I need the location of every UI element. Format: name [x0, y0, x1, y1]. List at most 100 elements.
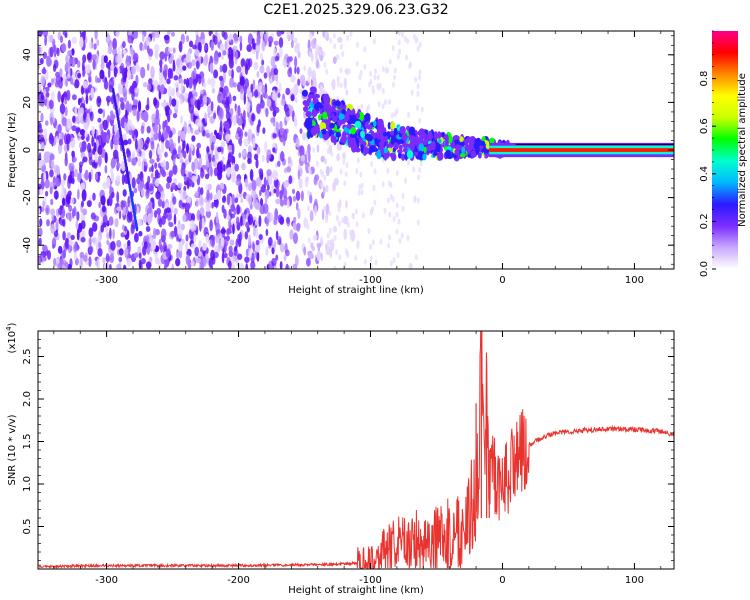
spectrogram-noise-blob — [238, 152, 242, 159]
spectrogram-signal-blob — [418, 143, 425, 153]
spectrogram-noise-blob — [137, 181, 143, 192]
spectrogram-noise-blob — [98, 241, 101, 249]
spectrogram-noise-blob — [207, 112, 211, 119]
spectrogram-noise-blob — [183, 185, 187, 192]
spectrogram-noise-blob — [229, 77, 235, 88]
spectrogram-noise-blob — [195, 257, 202, 264]
spectrogram-noise-blob — [73, 250, 77, 261]
spectrogram-noise-blob — [58, 207, 63, 216]
spectrogram-noise-blob — [293, 232, 298, 244]
spectrogram-noise-blob — [209, 62, 214, 73]
spectrogram-faint-blob — [312, 147, 316, 153]
spectrogram-noise-blob — [165, 207, 171, 214]
spectrogram-noise-blob — [117, 54, 123, 65]
spectrogram-noise-blob — [70, 77, 73, 85]
spectrogram-noise-blob — [243, 109, 246, 121]
spectrogram-noise-blob — [254, 227, 259, 238]
spectrogram-noise-blob — [59, 68, 63, 77]
spectrogram-noise-blob — [259, 52, 263, 60]
spectrogram-noise-blob — [295, 137, 300, 148]
spectrogram-signal-blob — [303, 89, 307, 97]
spectrogram-noise-blob — [207, 78, 212, 85]
spectrogram-noise-blob — [73, 243, 78, 253]
spectrogram-noise-blob — [191, 135, 196, 142]
spectrogram-noise-blob — [207, 183, 212, 191]
spectrogram-noise-blob — [178, 152, 184, 159]
spectrogram-noise-blob — [126, 148, 130, 155]
spectrogram-noise-blob — [168, 47, 173, 53]
spectrogram-noise-blob — [272, 89, 277, 101]
spectrogram-faint-blob — [349, 31, 353, 38]
spectrogram-noise-blob — [91, 136, 95, 147]
spectrogram-faint-blob — [309, 33, 313, 39]
spectrogram-faint-blob — [326, 139, 330, 146]
spectrogram-noise-blob — [97, 145, 103, 156]
x-tick-label: 0 — [499, 275, 505, 286]
spectrogram-noise-blob — [279, 261, 283, 269]
spectrogram-noise-blob — [200, 93, 203, 105]
spectrogram-noise-blob — [183, 150, 187, 159]
spectrogram-noise-blob — [174, 82, 180, 88]
spectrogram-noise-blob — [84, 65, 90, 74]
spectrogram-noise-blob — [166, 176, 172, 184]
spectrogram-faint-blob — [333, 265, 337, 269]
spectrogram-signal-blob — [398, 144, 403, 151]
spectrogram-noise-blob — [325, 184, 329, 193]
spectrogram-noise-blob — [169, 96, 172, 107]
spectrogram-signal-blob — [382, 132, 388, 137]
spectrogram-noise-blob — [171, 98, 177, 107]
spectrogram-noise-blob — [38, 207, 41, 215]
spectrogram-noise-blob — [165, 139, 170, 149]
y-tick-label: 1.0 — [22, 476, 33, 492]
y-tick-label: 1.5 — [22, 434, 33, 450]
spectrogram-noise-blob — [125, 109, 128, 119]
spectrogram-noise-blob — [111, 157, 116, 169]
spectrogram-noise-blob — [206, 146, 210, 153]
spectrogram-noise-blob — [50, 223, 55, 234]
spectrogram-noise-blob — [165, 258, 170, 266]
spectrogram-noise-blob — [189, 147, 192, 159]
spectrogram-noise-blob — [254, 153, 259, 161]
spectrogram-noise-blob — [241, 149, 246, 159]
spectrogram-noise-blob — [132, 52, 139, 62]
spectrogram-faint-blob — [396, 252, 400, 259]
spectrogram-faint-blob — [349, 229, 353, 236]
spectrogram-noise-blob — [86, 52, 92, 61]
carrier-band-edge — [515, 143, 674, 145]
spectrogram-noise-blob — [122, 139, 129, 146]
spectrogram-noise-blob — [145, 104, 150, 111]
spectrogram-noise-blob — [237, 117, 243, 126]
spectrogram-faint-blob — [376, 74, 380, 81]
spectrogram-noise-blob — [274, 162, 278, 168]
spectrogram-noise-blob — [283, 129, 288, 142]
spectrogram-noise-blob — [125, 205, 129, 215]
spectrogram-faint-blob — [359, 69, 363, 76]
spectrogram-noise-blob — [238, 192, 243, 198]
spectrogram-noise-blob — [280, 151, 285, 162]
spectrogram-noise-blob — [85, 89, 89, 96]
spectrogram-noise-blob — [157, 146, 161, 156]
spectrogram-noise-blob — [255, 45, 260, 52]
spectrogram-faint-blob — [395, 211, 399, 218]
spectrogram-signal-blob — [358, 137, 363, 144]
spectrogram-noise-blob — [64, 151, 68, 161]
spectrogram-noise-blob — [212, 160, 218, 167]
spectrogram-noise-blob — [250, 261, 256, 269]
spectrogram-noise-blob — [123, 91, 127, 103]
spectrogram-faint-blob — [407, 111, 411, 118]
spectrogram-noise-blob — [311, 38, 317, 50]
spectrogram-faint-blob — [360, 103, 364, 110]
spectrogram-noise-blob — [221, 251, 225, 264]
spectrogram-faint-blob — [406, 235, 410, 242]
spectrogram-signal-blob — [389, 130, 395, 136]
spectrogram-faint-blob — [335, 249, 339, 256]
spectrogram-faint-blob — [363, 258, 367, 265]
x-tick-label: -300 — [95, 275, 118, 286]
spectrogram-noise-blob — [135, 62, 139, 70]
spectrogram-noise-blob — [293, 114, 297, 124]
spectrogram-noise-blob — [102, 214, 108, 225]
spectrogram-noise-blob — [224, 40, 228, 51]
spectrogram-noise-blob — [223, 252, 228, 259]
spectrogram-noise-blob — [71, 150, 75, 158]
spectrogram-faint-blob — [359, 171, 363, 178]
